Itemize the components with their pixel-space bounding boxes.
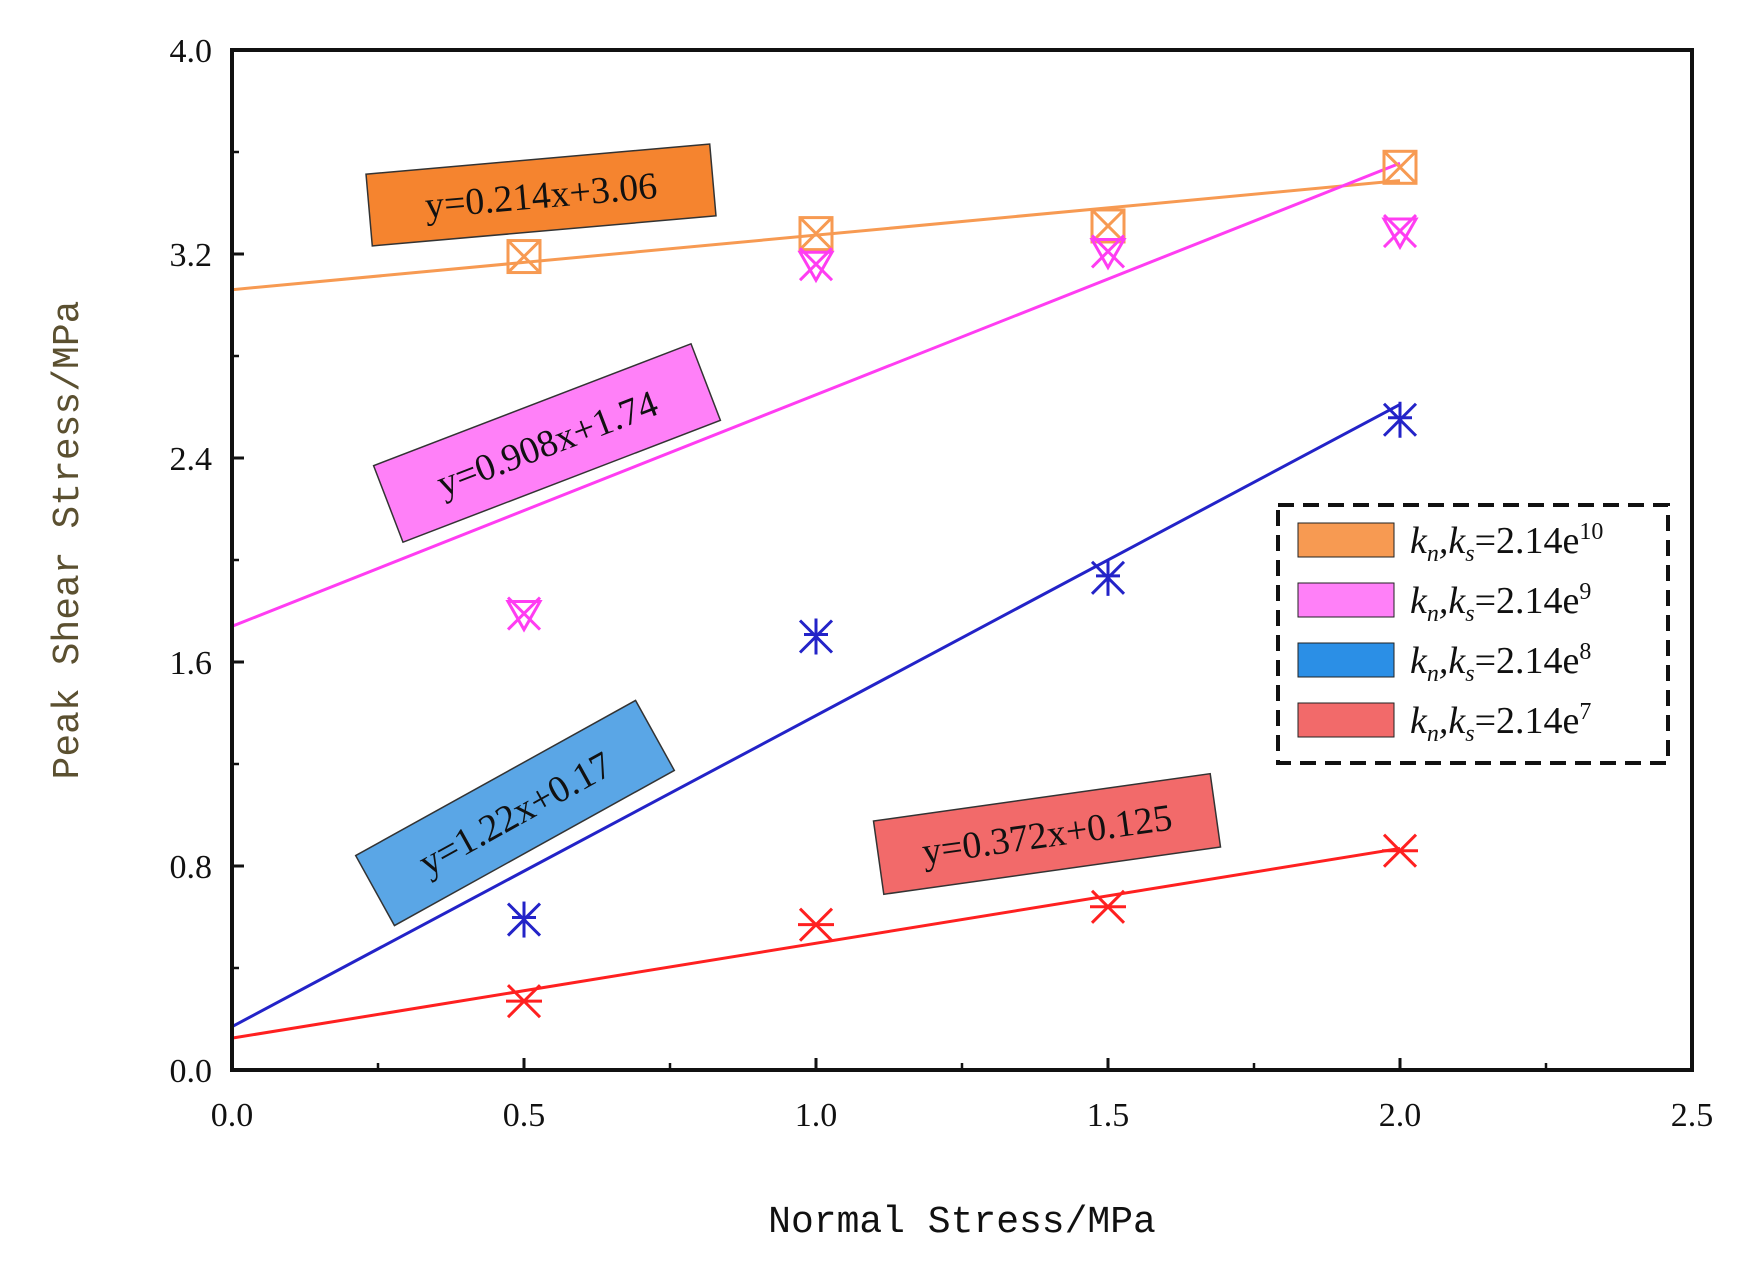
- marker-series-2-point-0: [506, 901, 542, 938]
- x-tick-label-3: 1.5: [1087, 1097, 1130, 1134]
- legend-label-2: kn,ks=2.14e8: [1410, 639, 1591, 687]
- legend-swatch-0: [1297, 522, 1395, 558]
- marker-series-2-point-2: [1090, 559, 1126, 596]
- y-tick-label-2: 1.6: [170, 645, 213, 682]
- equation-label-box-1: [372, 342, 722, 544]
- marker-series-1-point-1-tri: [797, 250, 835, 284]
- y-axis-title: Peak Shear Stress/MPa: [47, 301, 90, 780]
- x-tick-label-1: 0.5: [503, 1097, 546, 1134]
- legend-label-3: kn,ks=2.14e7: [1410, 699, 1591, 747]
- legend-swatch-1: [1297, 582, 1395, 618]
- legend: kn,ks=2.14e10 kn,ks=2.14e9 kn,ks=2.14e8 kn,…: [1276, 503, 1670, 765]
- marker-series-0-point-3: [1382, 149, 1418, 185]
- marker-series-1-point-0: [505, 596, 543, 633]
- marker-series-0-point-3-box: [1382, 149, 1418, 185]
- y-tick-label-1: 0.8: [170, 849, 213, 886]
- data-markers: [505, 149, 1419, 1019]
- y-tick-label-4: 3.2: [170, 237, 213, 274]
- marker-series-3-point-1: [798, 907, 834, 942]
- marker-series-0-point-3-diag-2: [1382, 150, 1418, 185]
- marker-series-1-point-2-tri: [1089, 237, 1127, 271]
- marker-series-0-point-0: [506, 239, 542, 275]
- marker-series-0-point-1-diag-2: [798, 216, 834, 251]
- marker-series-1-point-2: [1089, 234, 1127, 271]
- marker-series-1-point-1: [797, 247, 835, 284]
- marker-series-0-point-0-box: [506, 239, 542, 275]
- x-tick-label-4: 2.0: [1379, 1097, 1422, 1134]
- legend-label-1: kn,ks=2.14e9: [1410, 579, 1591, 627]
- marker-series-0-point-2-diag-2: [1090, 208, 1126, 244]
- x-tick-label-5: 2.5: [1671, 1097, 1714, 1134]
- y-tick-label-0: 0.0: [170, 1053, 213, 1090]
- equation-label-box-2: [354, 699, 676, 927]
- fit-line-series-1: [231, 161, 1401, 628]
- fit-line-series-2: [231, 403, 1401, 1028]
- fit-line-series-3: [231, 846, 1401, 1040]
- axes: 0.0 0.5 1.0 1.5 2.0 2.5 0.0 0.8 1.6 2.4 3.2 4.0: [170, 33, 1714, 1134]
- marker-series-1-point-3: [1381, 213, 1419, 251]
- marker-series-0-point-0-diag-2: [506, 239, 542, 274]
- marker-series-3-point-0: [506, 984, 542, 1019]
- y-tick-label-5: 4.0: [170, 33, 213, 70]
- y-tick-label-3: 2.4: [170, 441, 213, 478]
- x-tick-label-2: 1.0: [795, 1097, 838, 1134]
- x-axis-title: Normal Stress/MPa: [768, 1201, 1156, 1244]
- marker-series-3-point-3: [1382, 833, 1418, 868]
- marker-series-1-point-3-tri: [1381, 217, 1419, 251]
- x-tick-label-0: 0.0: [211, 1097, 254, 1134]
- marker-series-0-point-2-box: [1090, 208, 1126, 244]
- fit-lines: [231, 161, 1401, 1040]
- marker-series-1-point-0-tri: [505, 600, 543, 633]
- marker-series-0-point-1: [798, 216, 834, 252]
- equation-label-box-0: [365, 143, 717, 247]
- marker-series-3-point-2: [1090, 889, 1126, 924]
- legend-swatch-3: [1297, 702, 1395, 738]
- marker-series-2-point-1: [798, 618, 834, 655]
- equation-label-box-3: [872, 772, 1222, 896]
- marker-series-0-point-2: [1090, 208, 1126, 244]
- equation-label-series-0: y=0.214x+3.06: [365, 143, 717, 247]
- legend-label-0: kn,ks=2.14e10: [1410, 519, 1603, 567]
- marker-series-2-point-3: [1382, 401, 1418, 438]
- legend-swatch-2: [1297, 642, 1395, 678]
- marker-series-0-point-1-box: [798, 216, 834, 252]
